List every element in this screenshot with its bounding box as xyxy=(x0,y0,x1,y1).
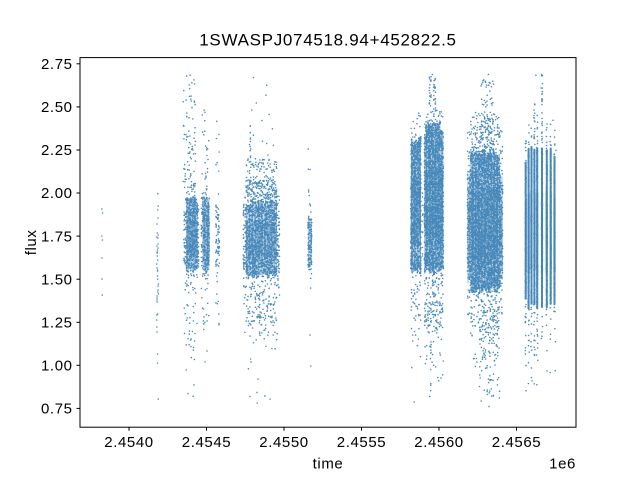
svg-text:2.4555: 2.4555 xyxy=(337,434,386,451)
svg-text:2.50: 2.50 xyxy=(41,99,73,116)
svg-text:2.25: 2.25 xyxy=(41,142,73,159)
svg-text:time: time xyxy=(313,455,344,472)
svg-text:2.75: 2.75 xyxy=(41,56,73,73)
svg-text:2.4540: 2.4540 xyxy=(104,434,153,451)
svg-text:2.4545: 2.4545 xyxy=(182,434,231,451)
svg-text:2.4560: 2.4560 xyxy=(414,434,463,451)
svg-text:1.00: 1.00 xyxy=(41,358,73,375)
svg-text:2.4565: 2.4565 xyxy=(492,434,541,451)
svg-text:0.75: 0.75 xyxy=(41,401,73,418)
svg-text:1e6: 1e6 xyxy=(549,455,576,472)
svg-text:1.50: 1.50 xyxy=(41,271,73,288)
svg-text:1SWASPJ074518.94+452822.5: 1SWASPJ074518.94+452822.5 xyxy=(199,31,456,50)
svg-text:1.25: 1.25 xyxy=(41,315,73,332)
svg-text:2.4550: 2.4550 xyxy=(259,434,308,451)
svg-text:flux: flux xyxy=(23,230,40,256)
svg-text:1.75: 1.75 xyxy=(41,228,73,245)
svg-text:2.00: 2.00 xyxy=(41,185,73,202)
